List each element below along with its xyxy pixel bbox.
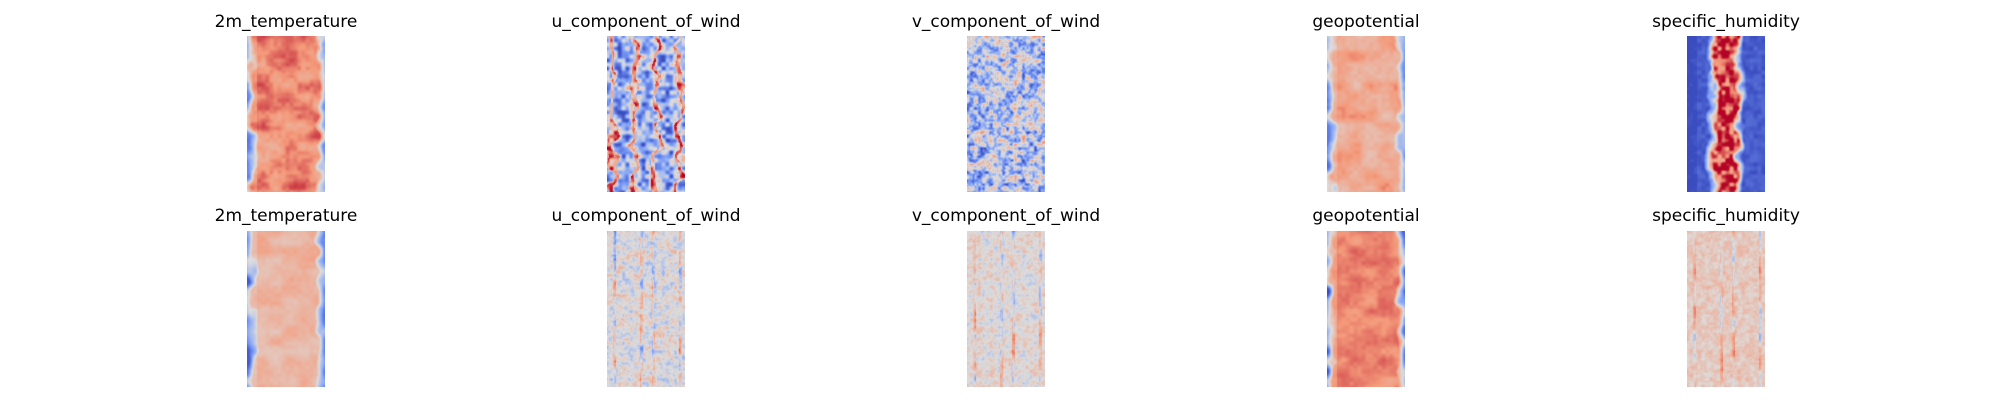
- heatmap-specific-humidity: [1687, 231, 1765, 387]
- heatmap-geopotential: [1327, 231, 1405, 387]
- heatmap-specific-humidity: [1687, 36, 1765, 192]
- panel-title: 2m_temperature: [214, 206, 358, 226]
- panel-title: v_component_of_wind: [911, 206, 1101, 226]
- panel-title: specific_humidity: [1652, 206, 1800, 226]
- panel-title: geopotential: [1312, 206, 1420, 226]
- panel-title: u_component_of_wind: [551, 12, 741, 32]
- heatmap-v-component-of-wind: [967, 231, 1045, 387]
- panel-title: 2m_temperature: [214, 12, 358, 32]
- heatmap-v-component-of-wind: [967, 36, 1045, 192]
- heatmap-geopotential: [1327, 36, 1405, 192]
- heatmap-2m-temperature: [247, 36, 325, 192]
- panel-title: v_component_of_wind: [911, 12, 1101, 32]
- panel-title: specific_humidity: [1652, 12, 1800, 32]
- panel-title: geopotential: [1312, 12, 1420, 32]
- panel-title: u_component_of_wind: [551, 206, 741, 226]
- heatmap-u-component-of-wind: [607, 231, 685, 387]
- heatmap-2m-temperature: [247, 231, 325, 387]
- heatmap-u-component-of-wind: [607, 36, 685, 192]
